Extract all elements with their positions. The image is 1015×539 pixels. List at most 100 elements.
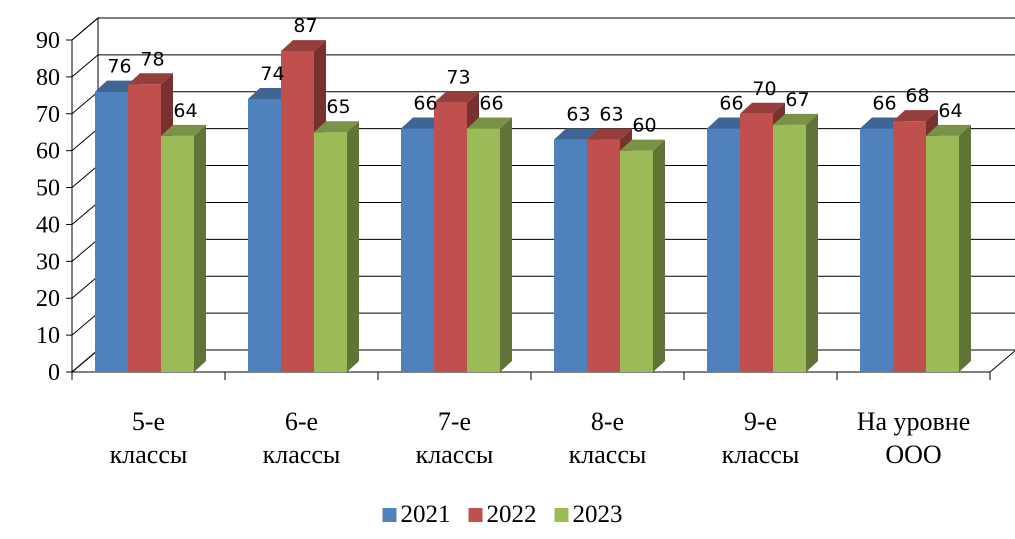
- x-category-label-line: 8-е: [591, 407, 624, 436]
- bar-top: [554, 128, 599, 140]
- bar: [773, 113, 818, 372]
- x-category-label: 8-е классы: [569, 407, 647, 469]
- y-tick-label: 90: [36, 28, 60, 54]
- x-category-label: 6-е классы: [263, 407, 341, 469]
- x-category-label-line: 7-е: [438, 407, 471, 436]
- bar: [620, 139, 665, 372]
- bar: [926, 124, 971, 373]
- data-label: 76: [107, 56, 131, 78]
- x-category-label-line: классы: [722, 440, 800, 469]
- axes: [66, 39, 991, 380]
- bar-front: [620, 150, 653, 372]
- x-category-label-line: На уровне: [857, 407, 971, 436]
- y-tick-label: 80: [36, 65, 60, 91]
- bar-front: [707, 128, 740, 372]
- data-label: 66: [872, 93, 896, 115]
- bar-front: [314, 132, 347, 372]
- bar-top: [128, 73, 173, 85]
- x-category-label-line: классы: [416, 440, 494, 469]
- bar-side: [500, 117, 512, 373]
- bar-side: [347, 121, 359, 372]
- bar-top: [740, 102, 785, 114]
- bar-front: [554, 139, 587, 372]
- data-label: 65: [326, 96, 350, 118]
- x-category-label: 7-е классы: [416, 407, 494, 469]
- bar-front: [95, 91, 128, 373]
- x-category-label-line: ООО: [885, 440, 941, 469]
- side-wall: [71, 16, 99, 374]
- bar-top: [314, 121, 359, 133]
- bar: [467, 117, 512, 373]
- bar-side: [194, 124, 206, 373]
- legend-swatch: [554, 508, 569, 522]
- x-category-label: 5-е классы: [110, 407, 188, 469]
- bar-front: [281, 51, 314, 373]
- bar-top: [893, 110, 938, 122]
- data-label: 64: [938, 100, 962, 122]
- legend-label: 2021: [401, 501, 451, 528]
- data-label: 68: [905, 85, 929, 107]
- y-tick-label: 20: [36, 286, 60, 312]
- legend-item: 2023: [554, 501, 623, 528]
- data-label: 64: [173, 100, 197, 122]
- bar-side: [653, 139, 665, 372]
- bar-top: [467, 117, 512, 129]
- bar-front: [128, 84, 161, 373]
- legend-swatch: [382, 508, 397, 522]
- bar-top: [773, 113, 818, 125]
- data-labels: 76 78 64 74 87 65 66 73 66 63 63 60 66 70 67 66 68 64: [107, 15, 962, 137]
- data-label: 66: [719, 93, 743, 115]
- bar: [161, 124, 206, 373]
- x-category-label-line: 9-е: [744, 407, 777, 436]
- x-category-label-line: классы: [263, 440, 341, 469]
- data-label: 70: [752, 78, 776, 100]
- bar-front: [161, 135, 194, 372]
- bar-front: [773, 124, 806, 372]
- legend-label: 2022: [487, 501, 537, 528]
- bar-front: [248, 99, 281, 373]
- data-label: 67: [785, 89, 809, 111]
- y-axis-tick-labels: 0 10 20 30 40 50 60 70 80 90: [36, 28, 60, 386]
- x-category-label-line: классы: [110, 440, 188, 469]
- x-category-label-line: 6-е: [285, 407, 318, 436]
- y-tick-label: 40: [36, 212, 60, 238]
- bar: [314, 121, 359, 372]
- y-tick-label: 10: [36, 323, 60, 349]
- data-label: 73: [446, 67, 470, 89]
- y-tick-label: 60: [36, 139, 60, 165]
- x-category-label: 9-е классы: [722, 407, 800, 469]
- y-tick-label: 0: [48, 360, 60, 386]
- legend: 2021 2022 2023: [382, 501, 623, 528]
- data-label: 78: [140, 48, 164, 70]
- bar-front: [740, 113, 773, 373]
- bar-front: [434, 102, 467, 372]
- bar-top: [281, 40, 326, 52]
- bar-front: [467, 128, 500, 372]
- bar-front: [893, 121, 926, 373]
- data-label: 74: [260, 63, 284, 85]
- data-label: 66: [479, 93, 503, 115]
- data-label: 63: [566, 104, 590, 126]
- x-axis-category-labels: 5-е классы 6-е классы 7-е классы 8-е классы 9-е к…: [110, 407, 971, 469]
- bar-top: [926, 124, 971, 136]
- legend-label: 2023: [573, 501, 623, 528]
- bar-side: [806, 113, 818, 372]
- data-label: 63: [599, 104, 623, 126]
- y-tick-label: 50: [36, 176, 60, 202]
- bar-front: [860, 128, 893, 372]
- bar-front: [587, 139, 620, 372]
- gridline: [71, 54, 1015, 78]
- bar-top: [434, 91, 479, 103]
- data-label: 66: [413, 93, 437, 115]
- y-tick-label: 70: [36, 102, 60, 128]
- bar-top: [161, 124, 206, 136]
- data-label: 60: [632, 115, 656, 137]
- x-category-label-line: 5-е: [132, 407, 165, 436]
- x-category-label: На уровне ООО: [857, 407, 971, 469]
- y-tick-label: 30: [36, 249, 60, 275]
- x-category-label-line: классы: [569, 440, 647, 469]
- bar-side: [959, 124, 971, 373]
- bar-front: [926, 135, 959, 372]
